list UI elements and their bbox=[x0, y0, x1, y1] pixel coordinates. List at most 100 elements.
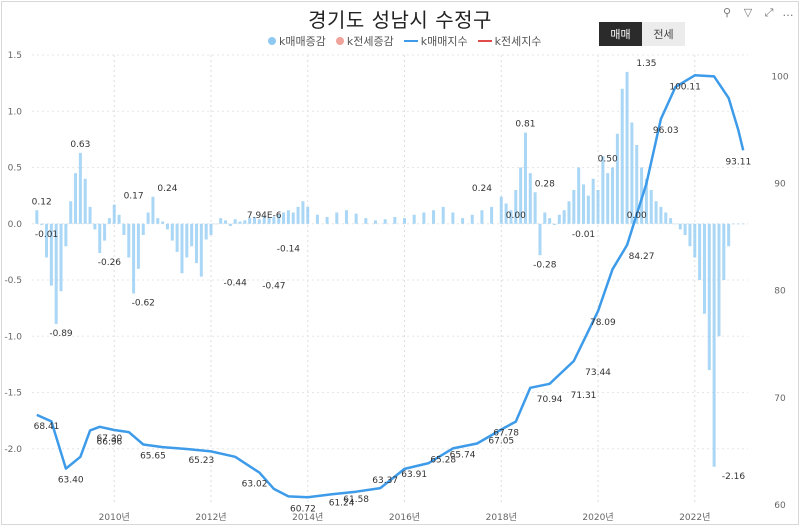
sale-change-bar bbox=[698, 223, 702, 280]
data-label: 65.74 bbox=[450, 451, 476, 461]
data-label: 65.23 bbox=[188, 456, 214, 466]
sale-change-bar bbox=[722, 223, 726, 280]
toggle-sale[interactable]: 매매 bbox=[599, 22, 642, 46]
sale-change-bar bbox=[673, 223, 677, 225]
sale-change-bar bbox=[591, 178, 595, 224]
data-label: 65.65 bbox=[140, 451, 166, 461]
sale-change-bar bbox=[190, 223, 194, 247]
data-label: -2.16 bbox=[722, 472, 746, 482]
sale-change-bar bbox=[243, 220, 247, 224]
sale-change-bar bbox=[224, 220, 228, 224]
sale-change-bar bbox=[412, 214, 416, 224]
sale-change-bar bbox=[146, 212, 150, 224]
sale-change-bar bbox=[267, 218, 271, 224]
sale-change-bar bbox=[248, 218, 252, 224]
sale-change-bar bbox=[54, 223, 58, 324]
data-label: 66.96 bbox=[97, 437, 123, 447]
data-label: 0.00 bbox=[627, 211, 647, 221]
data-label: 1.35 bbox=[636, 59, 656, 69]
sale-change-bar bbox=[712, 223, 716, 467]
sale-change-bar bbox=[403, 218, 407, 224]
sale-change-bar bbox=[504, 203, 508, 224]
legend-label: k매매지수 bbox=[420, 35, 468, 48]
data-label: 68.41 bbox=[34, 422, 60, 432]
sale-change-bar bbox=[132, 223, 136, 294]
sale-change-bar bbox=[151, 196, 155, 224]
sale-change-bar bbox=[548, 218, 552, 224]
x-tick-label: 2014년 bbox=[292, 512, 323, 523]
sale-change-bar bbox=[78, 152, 82, 224]
sale-change-bar bbox=[736, 223, 740, 225]
data-label: 71.31 bbox=[571, 391, 597, 401]
legend-item-jeonse-change[interactable]: k전세증감 bbox=[335, 33, 394, 49]
data-label: 61.24 bbox=[329, 499, 355, 509]
sale-change-bar bbox=[480, 210, 484, 224]
data-label: 84.27 bbox=[629, 252, 655, 262]
pin-icon[interactable]: ⚲ bbox=[722, 6, 732, 19]
sale-change-bar bbox=[383, 219, 387, 224]
data-label: -0.28 bbox=[533, 260, 557, 270]
y-right-tick-label: 100 bbox=[771, 72, 788, 82]
sale-change-bar bbox=[49, 223, 53, 286]
sale-change-bar bbox=[107, 218, 111, 224]
sale-change-bar bbox=[509, 210, 513, 224]
sale-change-bar bbox=[577, 167, 581, 224]
sale-change-bar bbox=[678, 223, 682, 230]
sale-change-bar bbox=[233, 219, 237, 224]
sale-change-bar bbox=[620, 88, 624, 224]
sale-change-bar bbox=[422, 212, 426, 224]
sale-change-bar bbox=[301, 201, 305, 224]
data-label: 0.81 bbox=[515, 120, 535, 130]
sale-change-bar bbox=[35, 210, 39, 224]
sale-change-bar bbox=[586, 195, 590, 224]
data-label: 7.94E-6 bbox=[247, 211, 282, 221]
sale-change-bar bbox=[112, 204, 116, 224]
sale-change-bar bbox=[325, 217, 329, 224]
data-label: 0.12 bbox=[32, 197, 52, 207]
data-label: 61.58 bbox=[343, 495, 369, 505]
sale-change-bar bbox=[490, 206, 494, 224]
y-left-tick-label: 1.0 bbox=[8, 107, 23, 117]
sale-change-bar bbox=[649, 190, 653, 224]
sale-change-bar bbox=[93, 223, 97, 230]
sale-change-bar bbox=[630, 122, 634, 224]
sale-change-bar bbox=[69, 201, 73, 224]
legend-item-sale-change[interactable]: k매매증감 bbox=[268, 33, 326, 49]
data-label: 73.44 bbox=[585, 368, 611, 378]
sale-change-bar bbox=[161, 221, 165, 224]
y-right-tick-label: 90 bbox=[774, 180, 786, 190]
data-label: 0.63 bbox=[70, 140, 90, 150]
data-label: 0.28 bbox=[535, 179, 555, 189]
expand-icon[interactable]: ⤢ bbox=[764, 6, 774, 19]
sale-change-bar bbox=[165, 223, 169, 230]
sale-change-bar bbox=[199, 223, 203, 277]
data-label: -0.14 bbox=[277, 245, 301, 255]
sale-change-bar bbox=[64, 223, 68, 247]
sale-change-bar bbox=[611, 167, 615, 224]
sale-change-bar bbox=[441, 206, 445, 224]
sale-change-bar bbox=[136, 223, 140, 269]
legend-item-jeonse-index[interactable]: k전세지수 bbox=[477, 33, 541, 49]
sale-change-bar bbox=[117, 214, 121, 224]
data-label: 0.00 bbox=[506, 211, 526, 221]
y-left-tick-label: -2.0 bbox=[4, 445, 22, 455]
sale-change-bar bbox=[538, 223, 542, 256]
filter-icon[interactable]: ▽ bbox=[743, 6, 753, 19]
x-tick-label: 2020년 bbox=[582, 512, 613, 523]
sale-change-bar bbox=[552, 223, 556, 225]
sale-change-bar bbox=[557, 214, 561, 224]
sale-change-bar bbox=[204, 223, 208, 240]
toggle-jeonse[interactable]: 전세 bbox=[642, 22, 685, 46]
sale-change-bar bbox=[717, 223, 721, 337]
legend-label: k전세증감 bbox=[346, 35, 394, 48]
sale-change-bar bbox=[702, 223, 706, 314]
sale-change-bar bbox=[741, 223, 745, 225]
sale-change-bar bbox=[572, 190, 576, 224]
legend-item-sale-index[interactable]: k매매지수 bbox=[403, 33, 468, 49]
y-right-tick-label: 70 bbox=[774, 394, 786, 404]
data-label: -0.89 bbox=[49, 329, 73, 339]
more-icon[interactable]: … bbox=[782, 6, 794, 19]
sale-change-bar bbox=[601, 156, 605, 224]
sale-change-bar bbox=[296, 206, 300, 224]
